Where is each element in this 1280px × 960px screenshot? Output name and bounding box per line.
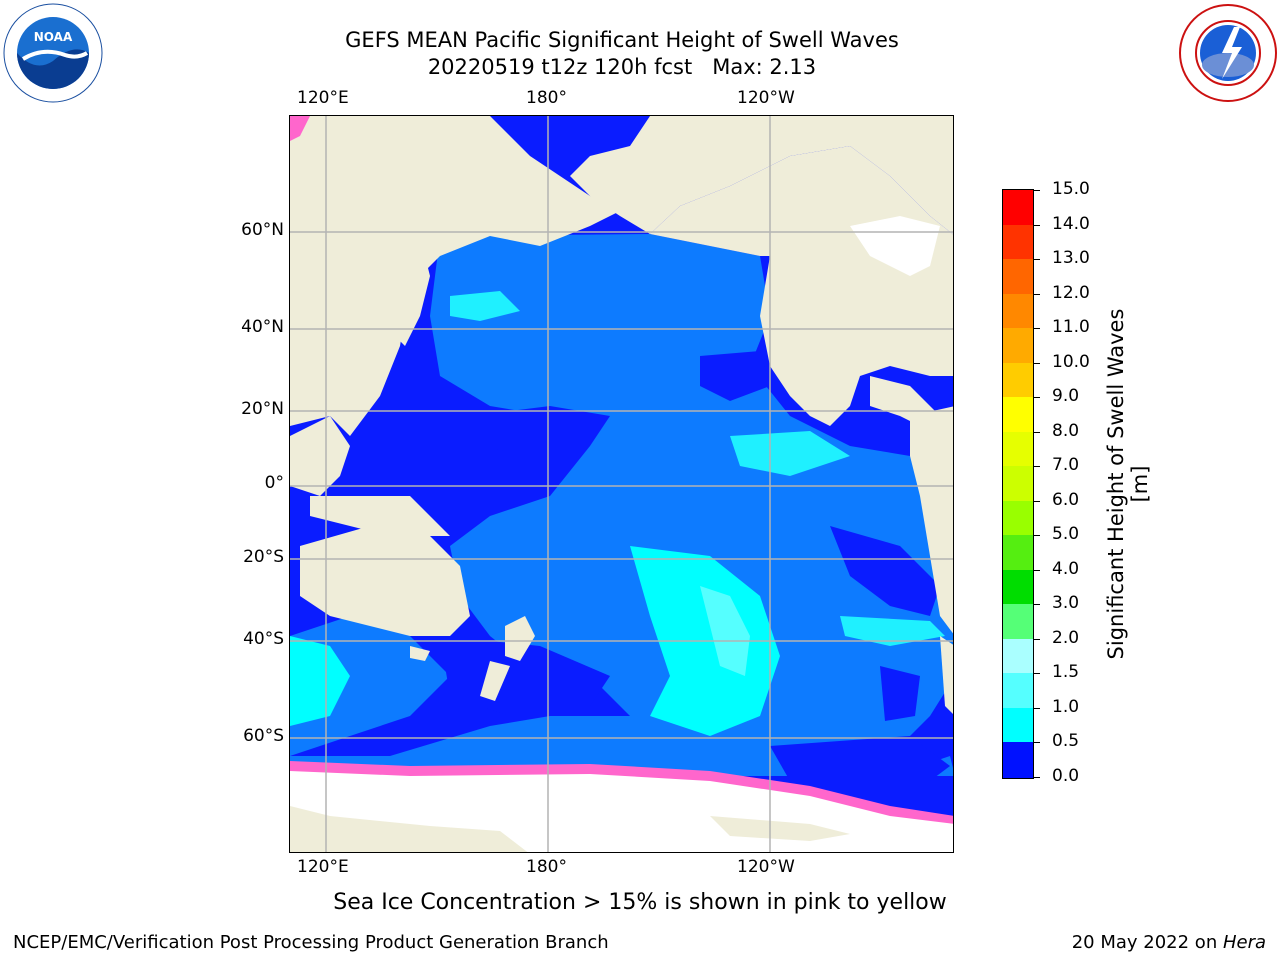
colorbar-segment xyxy=(1003,259,1033,295)
colorbar-label: 12.0 xyxy=(1052,282,1090,303)
colorbar-tick xyxy=(1034,328,1040,330)
colorbar-title: Significant Height of Swell Waves [m] xyxy=(1104,308,1152,660)
lon-label-180-bottom: 180° xyxy=(526,857,567,877)
credit-date: 20 May 2022 on Hera xyxy=(1072,932,1266,953)
lon-label-180-top: 180° xyxy=(526,88,567,108)
colorbar-segment xyxy=(1003,569,1033,605)
lon-label-120w-bottom: 120°W xyxy=(737,857,795,877)
colorbar-tick xyxy=(1034,604,1040,606)
colorbar-tick xyxy=(1034,293,1040,295)
nws-logo-icon xyxy=(1179,4,1277,102)
lon-label-120e-top: 120°E xyxy=(297,88,349,108)
colorbar-tick xyxy=(1034,224,1040,226)
svg-text:NOAA: NOAA xyxy=(34,30,73,44)
colorbar-label: 13.0 xyxy=(1052,248,1090,269)
colorbar-tick xyxy=(1034,569,1040,571)
colorbar-tick xyxy=(1034,673,1040,675)
colorbar-label: 0.5 xyxy=(1052,731,1080,752)
map-subtitle: 20220519 t12z 120h fcst Max: 2.13 xyxy=(427,55,817,79)
colorbar-segment xyxy=(1003,293,1033,329)
noaa-logo-icon: NOAA xyxy=(3,3,103,103)
credit-branch: NCEP/EMC/Verification Post Processing Pr… xyxy=(13,932,609,953)
colorbar-label: 14.0 xyxy=(1052,213,1090,234)
colorbar xyxy=(1002,189,1034,779)
colorbar-label: 9.0 xyxy=(1052,386,1080,407)
colorbar-segment xyxy=(1003,638,1033,674)
colorbar-label: 1.5 xyxy=(1052,662,1080,683)
lat-label-60n: 60°N xyxy=(241,220,284,240)
colorbar-label: 8.0 xyxy=(1052,420,1080,441)
colorbar-segment xyxy=(1003,190,1033,226)
lat-label-40n: 40°N xyxy=(241,317,284,337)
colorbar-segment xyxy=(1003,224,1033,260)
lat-label-40s: 40°S xyxy=(243,629,284,649)
colorbar-segment xyxy=(1003,742,1033,778)
colorbar-segment xyxy=(1003,500,1033,536)
colorbar-segment xyxy=(1003,328,1033,364)
colorbar-tick xyxy=(1034,466,1040,468)
lon-label-120w-top: 120°W xyxy=(737,88,795,108)
colorbar-label: 10.0 xyxy=(1052,351,1090,372)
colorbar-label: 15.0 xyxy=(1052,179,1090,199)
colorbar-tick xyxy=(1034,535,1040,537)
colorbar-segment xyxy=(1003,397,1033,433)
colorbar-tick xyxy=(1034,190,1040,191)
map-title: GEFS MEAN Pacific Significant Height of … xyxy=(345,28,899,52)
colorbar-segment xyxy=(1003,466,1033,502)
colorbar-label: 4.0 xyxy=(1052,558,1080,579)
colorbar-tick xyxy=(1034,777,1040,778)
swell-height-map xyxy=(290,116,953,852)
colorbar-tick xyxy=(1034,397,1040,399)
lon-label-120e-bottom: 120°E xyxy=(297,857,349,877)
colorbar-tick xyxy=(1034,431,1040,433)
colorbar-segment xyxy=(1003,431,1033,467)
colorbar-tick xyxy=(1034,742,1040,744)
sea-ice-footnote: Sea Ice Concentration > 15% is shown in … xyxy=(333,890,947,915)
colorbar-tick xyxy=(1034,707,1040,709)
colorbar-label: 5.0 xyxy=(1052,524,1080,545)
credit-date-text: 20 May 2022 on xyxy=(1071,932,1223,953)
colorbar-label: 3.0 xyxy=(1052,593,1080,614)
colorbar-tick xyxy=(1034,638,1040,640)
colorbar-tick xyxy=(1034,500,1040,502)
colorbar-label: 11.0 xyxy=(1052,317,1090,338)
lat-label-20n: 20°N xyxy=(241,399,284,419)
colorbar-label: 0.0 xyxy=(1052,766,1080,786)
colorbar-label: 6.0 xyxy=(1052,489,1080,510)
colorbar-tick xyxy=(1034,362,1040,364)
credit-host: Hera xyxy=(1222,932,1266,953)
colorbar-segment xyxy=(1003,707,1033,744)
colorbar-segment xyxy=(1003,535,1033,571)
colorbar-label: 1.0 xyxy=(1052,696,1080,717)
colorbar-segment xyxy=(1003,673,1033,709)
lat-label-20s: 20°S xyxy=(243,547,284,567)
map-area xyxy=(289,115,954,853)
colorbar-segment xyxy=(1003,362,1033,398)
colorbar-label: 2.0 xyxy=(1052,627,1080,648)
lat-label-60s: 60°S xyxy=(243,726,284,746)
colorbar-segment xyxy=(1003,604,1033,640)
colorbar-label: 7.0 xyxy=(1052,455,1080,476)
lat-label-0: 0° xyxy=(264,473,284,493)
colorbar-tick xyxy=(1034,259,1040,261)
